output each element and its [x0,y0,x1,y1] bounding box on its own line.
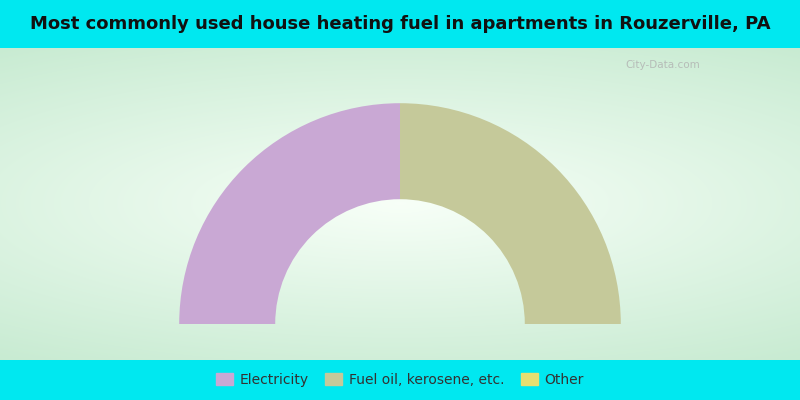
Text: Most commonly used house heating fuel in apartments in Rouzerville, PA: Most commonly used house heating fuel in… [30,15,770,33]
Wedge shape [400,103,621,324]
Legend: Electricity, Fuel oil, kerosene, etc., Other: Electricity, Fuel oil, kerosene, etc., O… [216,373,584,387]
Text: City-Data.com: City-Data.com [626,60,700,70]
Wedge shape [179,103,400,324]
